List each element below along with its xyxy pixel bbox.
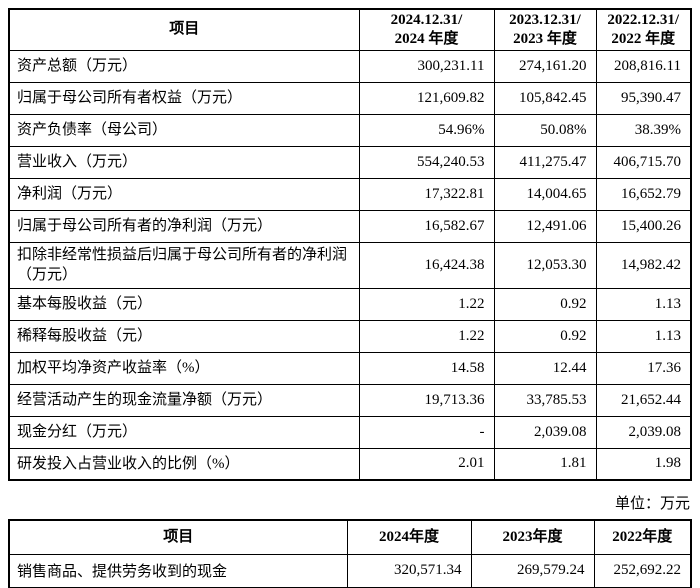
header-2023: 2023.12.31/ 2023 年度 <box>493 8 597 51</box>
value-2023: 12.44 <box>493 351 597 385</box>
value-2024: 17,322.81 <box>358 177 495 211</box>
table-row-revenue: 营业收入（万元） 554,240.53 411,275.47 406,715.7… <box>8 145 692 179</box>
table-row-weighted-roe: 加权平均净资产收益率（%） 14.58 12.44 17.36 <box>8 351 692 385</box>
table-row-total-assets: 资产总额（万元） 300,231.11 274,161.20 208,816.1… <box>8 49 692 83</box>
value-2024: 2.01 <box>358 447 495 481</box>
value-2023: 274,161.20 <box>493 49 597 83</box>
value-2022: 14,982.42 <box>595 241 692 289</box>
value-2023: 411,275.47 <box>493 145 597 179</box>
header-2023: 2023年度 <box>470 519 595 555</box>
row-label: 稀释每股收益（元） <box>8 319 360 353</box>
value-2022: 21,652.44 <box>595 383 692 417</box>
table-row-deducted-net-profit: 扣除非经常性损益后归属于母公司所有者的净利润（万元） 16,424.38 12,… <box>8 241 692 289</box>
table-row-debt-ratio: 资产负债率（母公司） 54.96% 50.08% 38.39% <box>8 113 692 147</box>
value-2022: 208,816.11 <box>595 49 692 83</box>
value-2024: 54.96% <box>358 113 495 147</box>
value-2024: 1.22 <box>358 319 495 353</box>
row-label: 销售商品、提供劳务收到的现金 <box>8 553 348 588</box>
table-row-diluted-eps: 稀释每股收益（元） 1.22 0.92 1.13 <box>8 319 692 353</box>
value-2024: 14.58 <box>358 351 495 385</box>
table-row-net-profit: 净利润（万元） 17,322.81 14,004.65 16,652.79 <box>8 177 692 211</box>
value-2024: - <box>358 415 495 449</box>
row-label: 净利润（万元） <box>8 177 360 211</box>
table-row-operating-cash-flow: 经营活动产生的现金流量净额（万元） 19,713.36 33,785.53 21… <box>8 383 692 417</box>
table-row-rd-ratio: 研发投入占营业收入的比例（%） 2.01 1.81 1.98 <box>8 447 692 481</box>
value-2023: 12,053.30 <box>493 241 597 289</box>
value-2022: 1.98 <box>595 447 692 481</box>
row-label: 扣除非经常性损益后归属于母公司所有者的净利润（万元） <box>8 241 360 289</box>
unit-note: 单位：万元 <box>614 496 690 512</box>
value-2024: 1.22 <box>358 287 495 321</box>
value-2022: 16,652.79 <box>595 177 692 211</box>
value-2022: 17.36 <box>595 351 692 385</box>
header-2022: 2022年度 <box>593 519 692 555</box>
header-2024: 2024.12.31/ 2024 年度 <box>358 8 495 51</box>
header-2022: 2022.12.31/ 2022 年度 <box>595 8 692 51</box>
value-2023: 1.81 <box>493 447 597 481</box>
row-label: 营业收入（万元） <box>8 145 360 179</box>
header-item: 项目 <box>8 519 348 555</box>
table-row-parent-equity: 归属于母公司所有者权益（万元） 121,609.82 105,842.45 95… <box>8 81 692 115</box>
value-2023: 105,842.45 <box>493 81 597 115</box>
value-2024: 19,713.36 <box>358 383 495 417</box>
table-row-parent-net-profit: 归属于母公司所有者的净利润（万元） 16,582.67 12,491.06 15… <box>8 209 692 243</box>
row-label: 资产负债率（母公司） <box>8 113 360 147</box>
value-2024: 16,424.38 <box>358 241 495 289</box>
value-2022: 2,039.08 <box>595 415 692 449</box>
table-row-basic-eps: 基本每股收益（元） 1.22 0.92 1.13 <box>8 287 692 321</box>
cash-flow-table-header: 项目 2024年度 2023年度 2022年度 <box>8 519 692 555</box>
value-2024: 320,571.34 <box>346 553 472 588</box>
cash-flow-table: 项目 2024年度 2023年度 2022年度 销售商品、提供劳务收到的现金 3… <box>8 519 692 588</box>
value-2023: 50.08% <box>493 113 597 147</box>
value-2023: 33,785.53 <box>493 383 597 417</box>
header-2024: 2024年度 <box>346 519 472 555</box>
header-row: 项目 2024年度 2023年度 2022年度 <box>8 519 692 555</box>
row-label: 加权平均净资产收益率（%） <box>8 351 360 385</box>
financial-indicators-table: 项目 2024.12.31/ 2024 年度 2023.12.31/ 2023 … <box>8 8 692 481</box>
value-2024: 121,609.82 <box>358 81 495 115</box>
header-row: 项目 2024.12.31/ 2024 年度 2023.12.31/ 2023 … <box>8 8 692 51</box>
row-label: 归属于母公司所有者权益（万元） <box>8 81 360 115</box>
value-2023: 269,579.24 <box>470 553 595 588</box>
value-2023: 14,004.65 <box>493 177 597 211</box>
row-label: 现金分红（万元） <box>8 415 360 449</box>
value-2022: 406,715.70 <box>595 145 692 179</box>
row-label: 基本每股收益（元） <box>8 287 360 321</box>
table-row-cash-dividend: 现金分红（万元） - 2,039.08 2,039.08 <box>8 415 692 449</box>
value-2023: 0.92 <box>493 319 597 353</box>
value-2022: 1.13 <box>595 287 692 321</box>
table-row-sales-cash-received: 销售商品、提供劳务收到的现金 320,571.34 269,579.24 252… <box>8 553 692 588</box>
value-2023: 2,039.08 <box>493 415 597 449</box>
value-2023: 0.92 <box>493 287 597 321</box>
financial-indicators-table-header: 项目 2024.12.31/ 2024 年度 2023.12.31/ 2023 … <box>8 8 692 51</box>
value-2024: 16,582.67 <box>358 209 495 243</box>
value-2023: 12,491.06 <box>493 209 597 243</box>
row-label: 资产总额（万元） <box>8 49 360 83</box>
value-2022: 252,692.22 <box>593 553 692 588</box>
row-label: 经营活动产生的现金流量净额（万元） <box>8 383 360 417</box>
value-2022: 1.13 <box>595 319 692 353</box>
row-label: 归属于母公司所有者的净利润（万元） <box>8 209 360 243</box>
value-2024: 554,240.53 <box>358 145 495 179</box>
value-2022: 15,400.26 <box>595 209 692 243</box>
value-2024: 300,231.11 <box>358 49 495 83</box>
header-item: 项目 <box>8 8 360 51</box>
value-2022: 38.39% <box>595 113 692 147</box>
value-2022: 95,390.47 <box>595 81 692 115</box>
row-label: 研发投入占营业收入的比例（%） <box>8 447 360 481</box>
document-page: 项目 2024.12.31/ 2024 年度 2023.12.31/ 2023 … <box>0 8 700 588</box>
